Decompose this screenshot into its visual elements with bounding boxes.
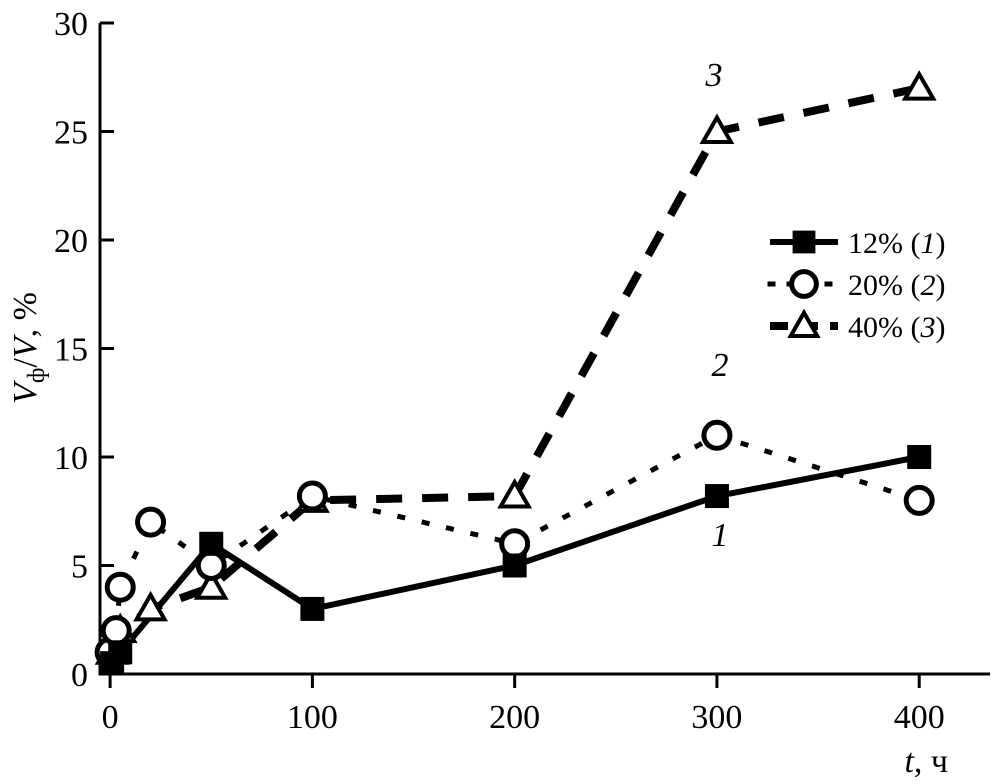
data-point-series-2 <box>135 506 167 538</box>
data-point-series-3 <box>133 590 169 622</box>
y-tick-label: 30 <box>54 6 88 43</box>
legend-label-3: 40% (3) <box>848 311 945 344</box>
data-point-series-2 <box>701 419 733 451</box>
legend-label-2: 20% (2) <box>848 269 945 302</box>
series-markers <box>94 70 937 676</box>
x-axis-label: t, ч <box>904 743 948 780</box>
curve-label-3: 3 <box>705 57 723 94</box>
y-tick-label: 25 <box>54 115 88 152</box>
y-tick-label: 0 <box>71 657 88 694</box>
data-point-series-2 <box>104 571 136 603</box>
data-point-series-3 <box>699 113 735 144</box>
curve-label-1: 1 <box>712 517 729 554</box>
y-tick-label: 10 <box>54 440 88 477</box>
legend-marker-3 <box>787 308 821 338</box>
data-point-series-1 <box>108 640 133 665</box>
axis-frame <box>98 23 990 676</box>
data-point-series-1 <box>300 596 325 621</box>
data-point-series-2 <box>100 615 132 647</box>
curve-label-2: 2 <box>712 347 729 384</box>
data-point-series-2 <box>195 550 227 581</box>
legend: 12% (1) 20% (2) 40% (3) <box>767 227 945 344</box>
x-tick-label: 300 <box>691 699 742 736</box>
y-tick-label: 5 <box>71 549 88 586</box>
legend-marker-2 <box>789 269 819 299</box>
data-point-series-2 <box>296 480 328 512</box>
data-point-series-2 <box>903 484 935 516</box>
legend-label-1: 12% (1) <box>848 227 945 260</box>
data-point-series-3 <box>497 478 533 509</box>
y-tick-label: 15 <box>54 332 88 369</box>
y-axis-label: Vф/V, % <box>7 292 50 404</box>
series-line-3 <box>108 84 921 654</box>
x-tick-label: 400 <box>894 699 945 736</box>
y-tick-label: 20 <box>54 223 88 260</box>
legend-marker-1 <box>792 230 816 254</box>
x-tick-label: 0 <box>102 699 119 736</box>
data-point-series-1 <box>704 484 729 509</box>
x-tick-label: 200 <box>489 699 540 736</box>
curve-labels: 1 2 3 <box>705 57 729 554</box>
x-tick-label: 100 <box>287 699 338 736</box>
data-point-series-3 <box>901 70 937 101</box>
data-point-series-1 <box>907 445 932 469</box>
data-point-series-1 <box>199 531 224 556</box>
data-point-series-1 <box>502 553 527 578</box>
data-point-series-3 <box>193 569 229 600</box>
data-point-series-2 <box>499 528 531 560</box>
